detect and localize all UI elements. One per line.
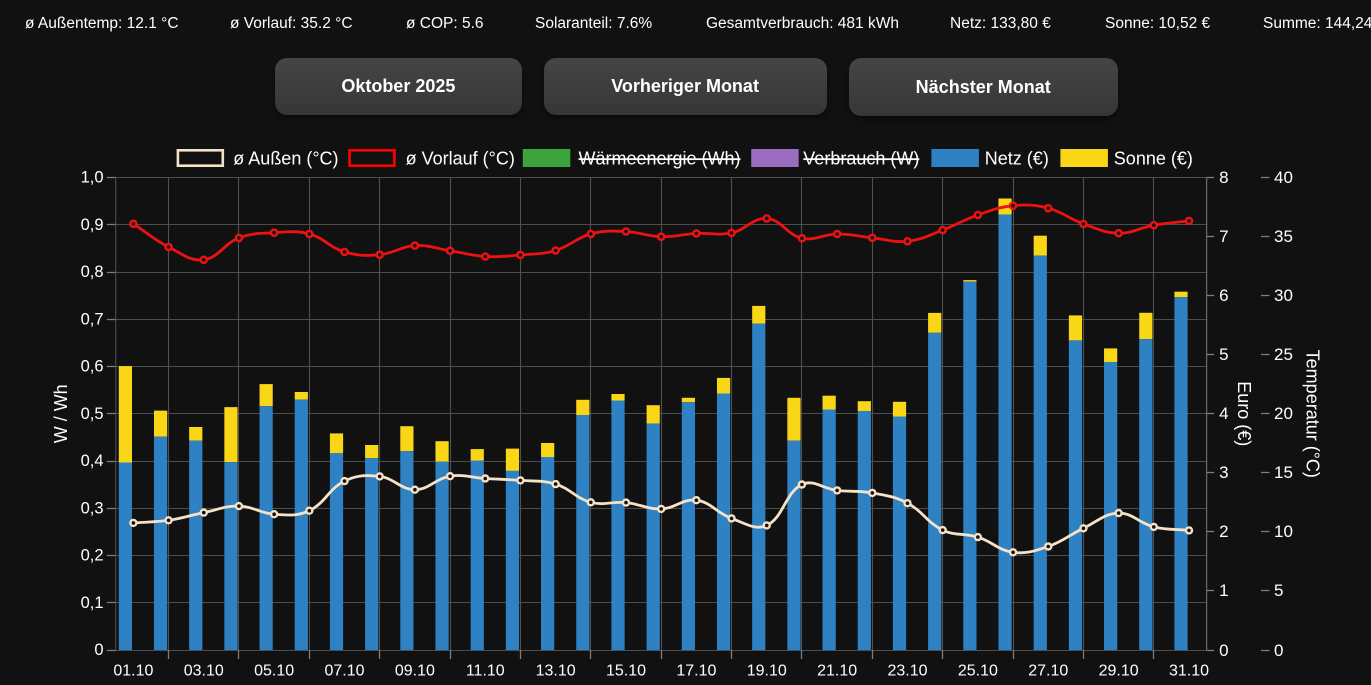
svg-text:3: 3: [1219, 463, 1228, 482]
svg-text:15: 15: [1274, 463, 1293, 482]
svg-text:0,8: 0,8: [81, 263, 104, 281]
svg-text:20: 20: [1274, 404, 1293, 423]
svg-text:8: 8: [1219, 168, 1228, 187]
svg-text:0,5: 0,5: [81, 405, 104, 423]
svg-text:29.10: 29.10: [1099, 663, 1139, 680]
svg-text:0,4: 0,4: [81, 452, 104, 470]
svg-text:ø Außen (°C): ø Außen (°C): [233, 149, 338, 169]
svg-text:5: 5: [1219, 345, 1228, 364]
svg-text:1: 1: [1219, 581, 1228, 600]
svg-text:Sonne (€): Sonne (€): [1114, 149, 1193, 169]
svg-text:Euro (€): Euro (€): [1234, 381, 1254, 446]
svg-text:Verbrauch (W): Verbrauch (W): [803, 149, 919, 169]
svg-text:0: 0: [1219, 641, 1228, 660]
svg-text:W / Wh: W / Wh: [51, 384, 71, 443]
svg-text:31.10: 31.10: [1169, 663, 1209, 680]
svg-text:19.10: 19.10: [747, 663, 787, 680]
svg-text:0: 0: [94, 641, 103, 659]
svg-text:Wärmeenergie (Wh): Wärmeenergie (Wh): [579, 149, 741, 169]
svg-text:7: 7: [1219, 227, 1228, 246]
svg-text:10: 10: [1274, 522, 1293, 541]
svg-text:Temperatur (°C): Temperatur (°C): [1303, 350, 1323, 478]
svg-text:09.10: 09.10: [395, 663, 435, 680]
svg-text:03.10: 03.10: [184, 663, 224, 680]
svg-text:6: 6: [1219, 286, 1228, 305]
svg-text:25: 25: [1274, 345, 1293, 364]
svg-text:2: 2: [1219, 522, 1228, 541]
svg-text:Netz (€): Netz (€): [985, 149, 1049, 169]
svg-text:25.10: 25.10: [958, 663, 998, 680]
svg-text:0,7: 0,7: [81, 310, 104, 328]
svg-text:1,0: 1,0: [81, 169, 104, 187]
svg-text:11.10: 11.10: [466, 663, 505, 680]
svg-text:13.10: 13.10: [536, 663, 576, 680]
svg-text:27.10: 27.10: [1028, 663, 1068, 680]
svg-text:01.10: 01.10: [113, 663, 153, 680]
svg-text:0,1: 0,1: [81, 594, 104, 612]
svg-text:0,9: 0,9: [81, 216, 104, 234]
svg-text:0,6: 0,6: [81, 358, 104, 376]
svg-text:23.10: 23.10: [887, 663, 927, 680]
svg-text:0,3: 0,3: [81, 499, 104, 517]
svg-text:0,2: 0,2: [81, 547, 104, 565]
svg-text:15.10: 15.10: [606, 663, 646, 680]
svg-text:30: 30: [1274, 286, 1293, 305]
svg-text:07.10: 07.10: [324, 663, 364, 680]
svg-text:4: 4: [1219, 404, 1228, 423]
svg-text:17.10: 17.10: [676, 663, 716, 680]
svg-text:21.10: 21.10: [817, 663, 857, 680]
svg-text:35: 35: [1274, 227, 1293, 246]
svg-text:05.10: 05.10: [254, 663, 294, 680]
svg-text:40: 40: [1274, 168, 1293, 187]
svg-text:0: 0: [1274, 641, 1283, 660]
svg-text:5: 5: [1274, 581, 1283, 600]
svg-text:ø Vorlauf (°C): ø Vorlauf (°C): [406, 149, 515, 169]
